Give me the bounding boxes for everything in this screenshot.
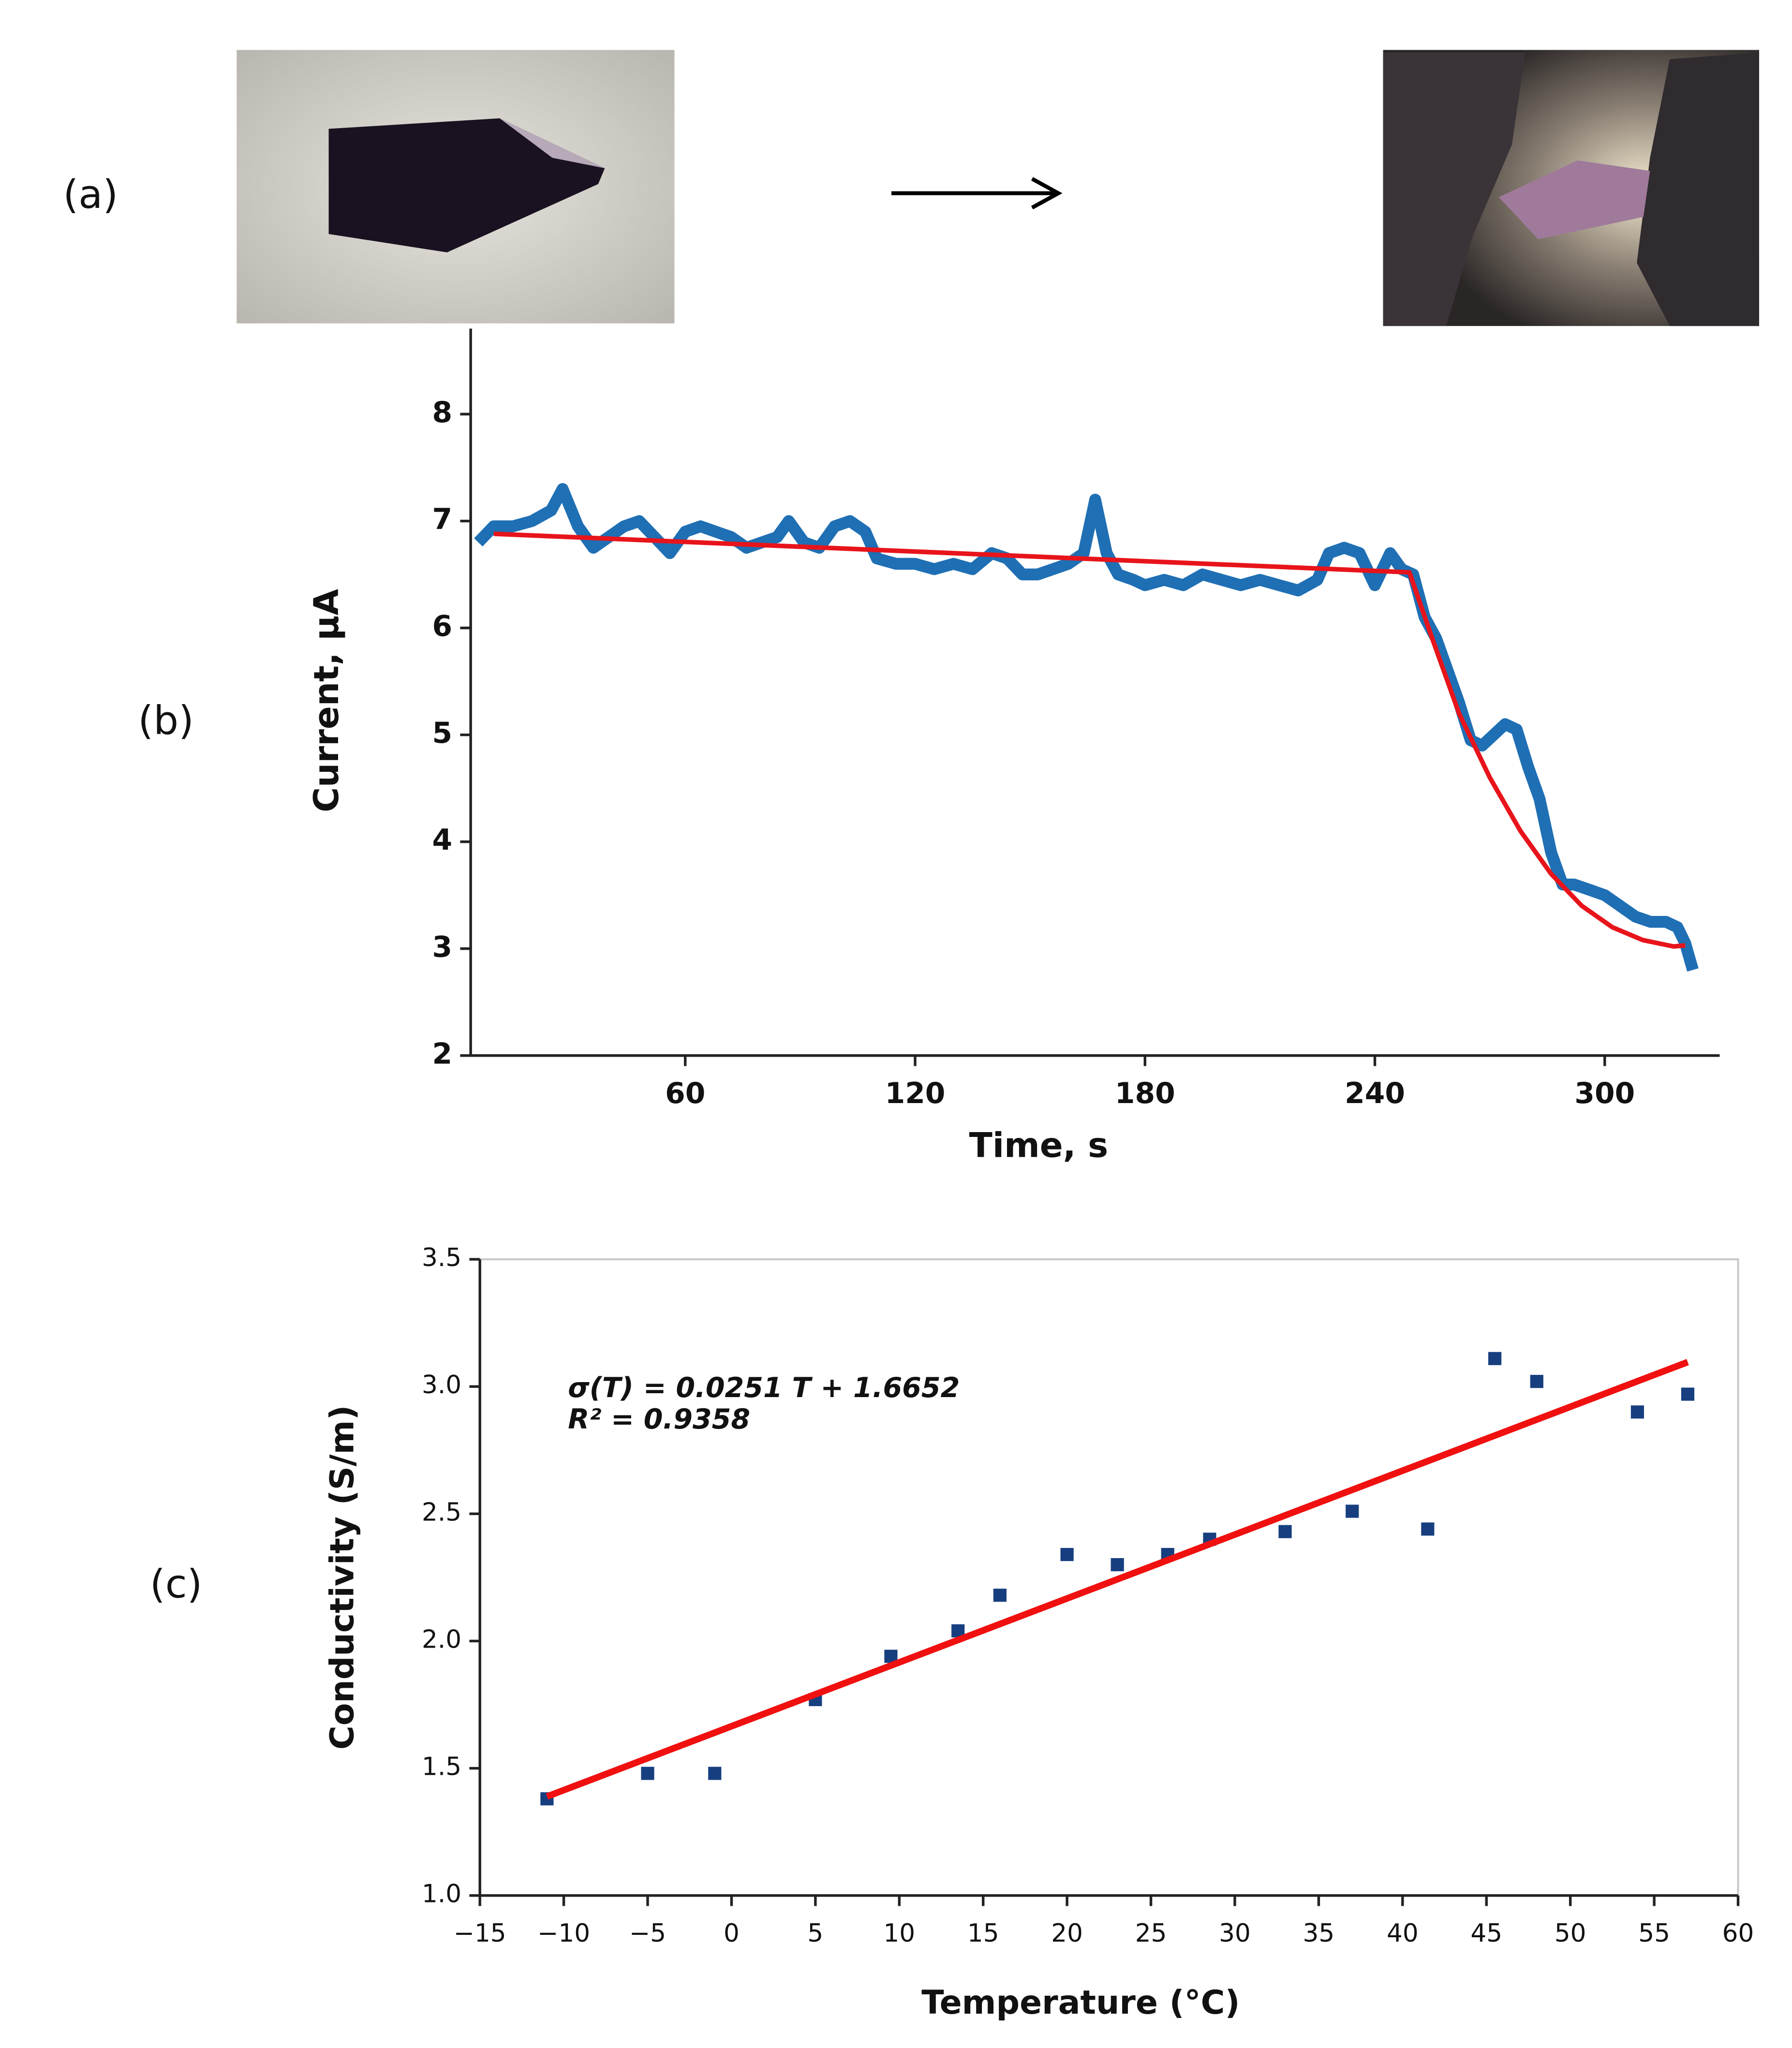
data-point [1060, 1547, 1074, 1562]
data-point [1681, 1387, 1695, 1401]
y-tick-label: 2 [432, 1037, 452, 1071]
y-tick-label: 1.0 [422, 1880, 461, 1909]
x-tick-label: 240 [1345, 1076, 1405, 1110]
x-tick-label: −10 [537, 1919, 590, 1948]
data-point [1346, 1504, 1359, 1518]
x-tick-label: 5 [807, 1919, 823, 1948]
x-tick-label: −5 [629, 1919, 666, 1948]
y-axis-label: Current, μA [306, 589, 346, 812]
x-tick-label: 300 [1574, 1076, 1635, 1110]
y-tick-label: 1.5 [422, 1753, 461, 1782]
y-tick-label: 2.5 [422, 1498, 461, 1527]
x-tick-label: 50 [1555, 1919, 1586, 1948]
data-line [493, 531, 1686, 949]
panel-label: (a) [63, 172, 118, 218]
data-point [708, 1767, 722, 1780]
data-point [641, 1767, 654, 1780]
y-tick-label: 6 [432, 609, 452, 643]
data-point [1488, 1352, 1502, 1365]
x-tick-label: 60 [1722, 1919, 1754, 1948]
data-line [474, 483, 1699, 972]
photo-before [237, 50, 675, 324]
x-tick-label: 10 [883, 1919, 915, 1948]
y-tick-label: 7 [432, 502, 452, 536]
data-point [1421, 1522, 1435, 1536]
y-tick-label: 3.0 [422, 1370, 461, 1400]
x-tick-label: 180 [1115, 1076, 1175, 1110]
y-tick-label: 3.5 [422, 1243, 461, 1272]
x-axis-label: Temperature (°C) [921, 1984, 1240, 2022]
x-tick-label: −15 [454, 1919, 506, 1948]
x-tick-label: 25 [1135, 1919, 1167, 1948]
y-tick-label: 5 [432, 716, 452, 750]
data-point [1630, 1405, 1644, 1419]
y-tick-label: 2.0 [422, 1625, 461, 1654]
plot-frame [479, 1258, 1739, 1897]
y-tick-label: 3 [432, 930, 452, 964]
panel-label: (b) [138, 697, 193, 743]
x-tick-label: 55 [1638, 1919, 1670, 1948]
photo-after [1383, 50, 1760, 326]
x-axis-label: Time, s [969, 1125, 1108, 1165]
y-axis-label: Conductivity (S/m) [324, 1405, 362, 1750]
x-tick-label: 20 [1051, 1919, 1083, 1948]
data-point [993, 1589, 1007, 1602]
x-tick-label: 30 [1219, 1919, 1251, 1948]
annotation: R² = 0.9358 [568, 1403, 750, 1435]
x-tick-label: 35 [1303, 1919, 1335, 1948]
y-tick-label: 8 [432, 396, 452, 429]
data-point [1111, 1558, 1124, 1572]
x-tick-label: 15 [967, 1919, 999, 1948]
x-tick-label: 120 [885, 1076, 946, 1110]
panel-label: (c) [150, 1561, 202, 1607]
x-tick-label: 0 [724, 1919, 740, 1948]
data-point [1530, 1375, 1543, 1388]
data-line [546, 1359, 1689, 1800]
x-tick-label: 45 [1470, 1919, 1502, 1948]
x-tick-label: 60 [665, 1076, 705, 1110]
annotation: σ(T) = 0.0251 T + 1.6652 [568, 1372, 960, 1404]
x-tick-label: 40 [1387, 1919, 1419, 1948]
y-tick-label: 4 [432, 823, 452, 857]
data-point [1278, 1525, 1292, 1538]
arrow [891, 177, 1063, 210]
